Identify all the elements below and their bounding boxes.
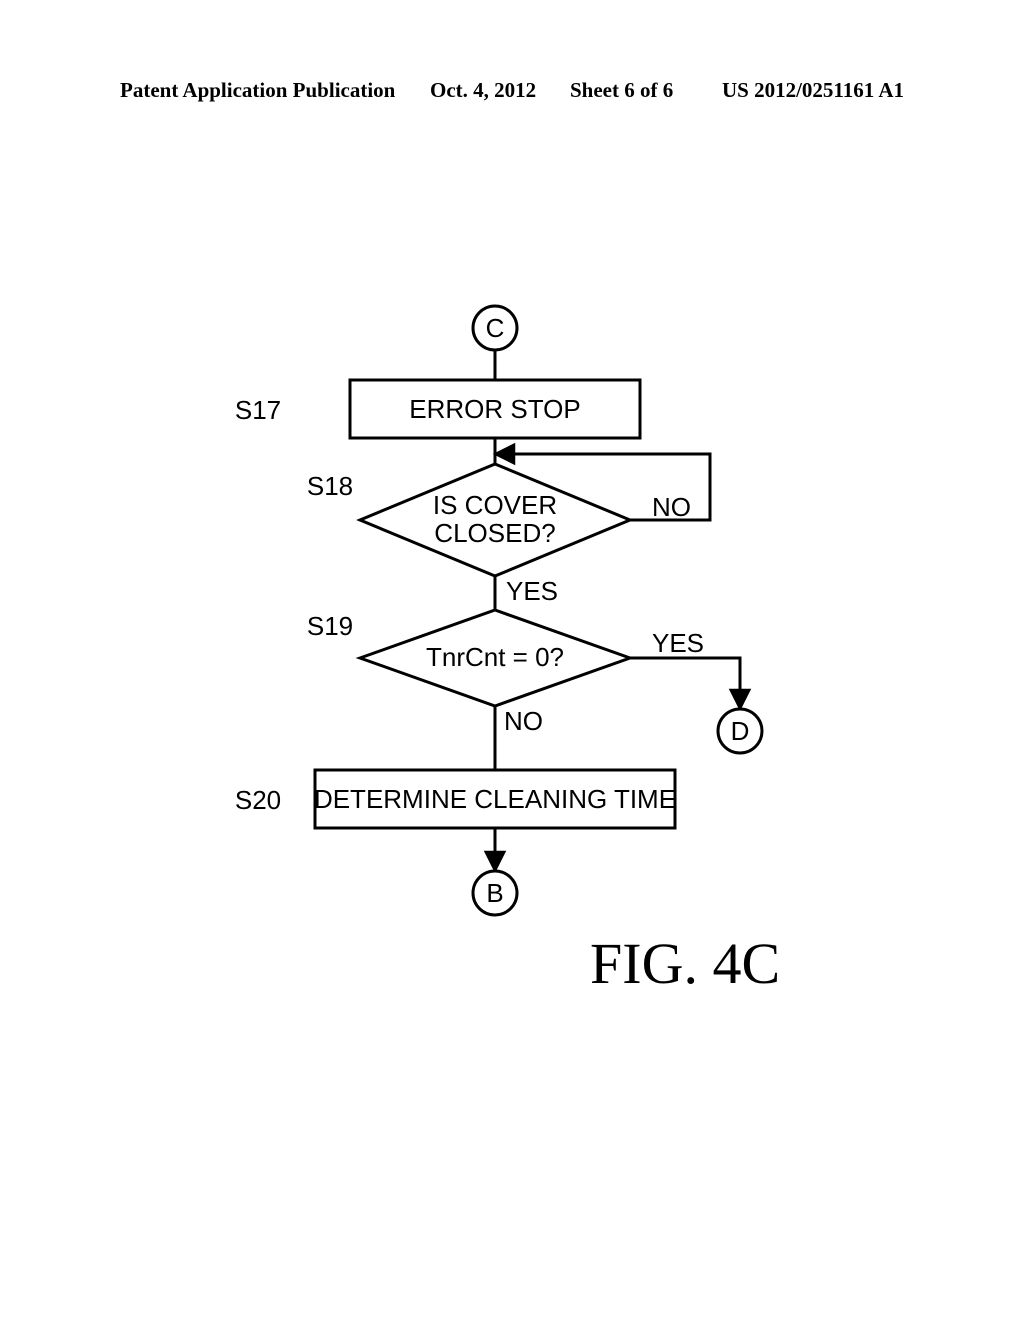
decision-label: CLOSED? — [434, 518, 555, 548]
step-label: S19 — [307, 611, 353, 641]
edge-label: NO — [652, 492, 691, 522]
process-label: ERROR STOP — [409, 394, 580, 424]
connector-label: B — [486, 878, 503, 908]
edge-label: YES — [652, 628, 704, 658]
connector-label: C — [486, 313, 505, 343]
edge-label: YES — [506, 576, 558, 606]
step-label: S18 — [307, 471, 353, 501]
page: Patent Application Publication Oct. 4, 2… — [0, 0, 1024, 1320]
decision-label: IS COVER — [433, 490, 557, 520]
decision-label: TnrCnt = 0? — [426, 642, 564, 672]
flowchart-svg: YES NO NO YES C ERROR STOP S17 IS COVERCLOSED?… — [0, 0, 1024, 1320]
step-label: S17 — [235, 395, 281, 425]
process-label: DETERMINE CLEANING TIME — [314, 784, 676, 814]
step-label: S20 — [235, 785, 281, 815]
edge — [630, 658, 740, 709]
edge-label: NO — [504, 706, 543, 736]
figure-label: FIG. 4C — [590, 930, 780, 997]
connector-label: D — [731, 716, 750, 746]
